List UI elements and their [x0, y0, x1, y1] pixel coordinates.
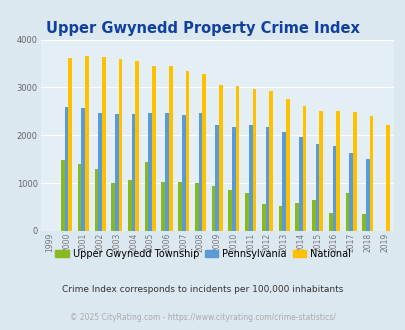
Bar [298, 137, 302, 231]
Bar [152, 66, 156, 231]
Bar [168, 66, 172, 231]
Bar [281, 132, 285, 231]
Text: © 2025 CityRating.com - https://www.cityrating.com/crime-statistics/: © 2025 CityRating.com - https://www.city… [70, 313, 335, 322]
Bar [386, 125, 389, 231]
Bar [319, 111, 322, 231]
Bar [311, 200, 315, 231]
Bar [252, 89, 256, 231]
Bar [285, 99, 289, 231]
Bar [181, 115, 185, 231]
Legend: Upper Gwynedd Township, Pennsylvania, National: Upper Gwynedd Township, Pennsylvania, Na… [53, 247, 352, 261]
Bar [194, 183, 198, 231]
Bar [332, 146, 335, 231]
Bar [278, 206, 281, 231]
Bar [228, 190, 232, 231]
Bar [232, 127, 235, 231]
Bar [94, 169, 98, 231]
Bar [115, 114, 118, 231]
Bar [144, 162, 148, 231]
Bar [161, 182, 165, 231]
Bar [328, 213, 332, 231]
Bar [178, 182, 181, 231]
Bar [111, 183, 115, 231]
Bar [64, 107, 68, 231]
Bar [245, 193, 248, 231]
Bar [198, 113, 202, 231]
Bar [128, 180, 131, 231]
Bar [248, 125, 252, 231]
Bar [78, 164, 81, 231]
Bar [118, 59, 122, 231]
Bar [352, 112, 356, 231]
Bar [295, 203, 298, 231]
Bar [219, 84, 222, 231]
Text: Upper Gwynedd Property Crime Index: Upper Gwynedd Property Crime Index [46, 21, 359, 36]
Bar [85, 56, 89, 231]
Bar [369, 116, 373, 231]
Bar [202, 74, 205, 231]
Bar [185, 71, 189, 231]
Bar [215, 125, 219, 231]
Bar [365, 159, 369, 231]
Bar [348, 152, 352, 231]
Bar [61, 160, 64, 231]
Bar [165, 113, 168, 231]
Bar [315, 144, 319, 231]
Bar [235, 86, 239, 231]
Bar [302, 106, 306, 231]
Bar [261, 204, 265, 231]
Bar [102, 57, 105, 231]
Bar [361, 214, 365, 231]
Bar [265, 127, 269, 231]
Bar [98, 113, 102, 231]
Bar [211, 185, 215, 231]
Bar [131, 114, 135, 231]
Bar [148, 113, 152, 231]
Bar [68, 58, 72, 231]
Bar [269, 91, 272, 231]
Bar [135, 61, 139, 231]
Text: Crime Index corresponds to incidents per 100,000 inhabitants: Crime Index corresponds to incidents per… [62, 285, 343, 294]
Bar [335, 111, 339, 231]
Bar [81, 108, 85, 231]
Bar [345, 193, 348, 231]
